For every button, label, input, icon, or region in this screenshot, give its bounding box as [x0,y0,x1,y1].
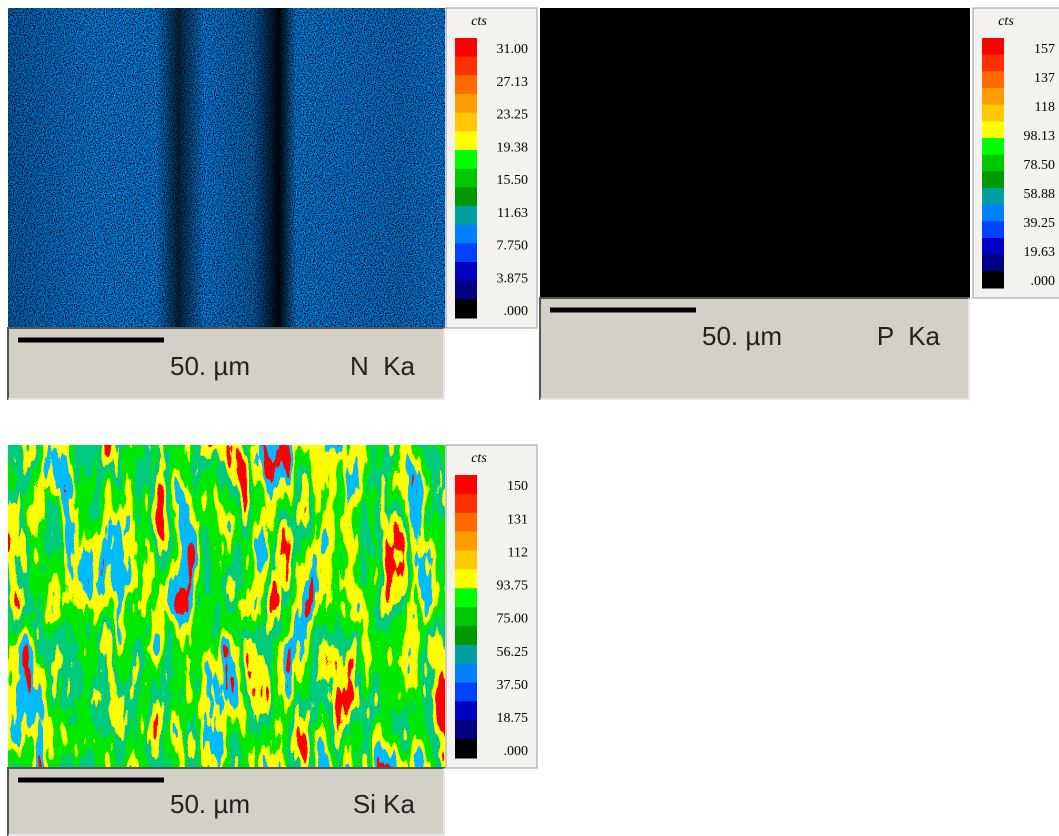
legend-label: 78.50 [1024,158,1056,173]
legend-swatch [455,588,477,608]
legend-swatch [455,280,477,300]
legend-swatch [982,121,1004,139]
legend-swatch [982,204,1004,222]
legend-unit: cts [471,451,487,466]
element-label: P Ka [877,321,941,351]
element-map [540,8,970,298]
legend-label: 56.25 [497,645,529,660]
legend-label: 19.38 [497,140,529,155]
legend-swatch [982,104,1004,122]
legend-swatch [455,38,477,58]
legend-swatch [455,206,477,226]
legend-label: 98.13 [1024,129,1056,144]
legend-label: 58.88 [1024,187,1056,202]
caption-bevel [8,328,445,400]
legend-swatch [455,701,477,721]
legend-label: 137 [1034,71,1055,86]
legend-swatch [455,187,477,207]
map-panel: 50. µm Si Ka cts 150 131 112 93.75 75.00 56.25 37… [7,444,538,836]
legend-unit: cts [471,14,487,29]
legend-swatch [455,550,477,570]
legend-swatch [982,38,1004,56]
legend-label: .000 [504,744,529,759]
legend-swatch [455,663,477,684]
legend-swatch [455,168,477,188]
legend-swatch [455,262,477,282]
legend-label: 93.75 [497,579,529,594]
element-label: Si Ka [353,789,416,819]
map-panel: 50. µm P Ka cts 157 137 118 98.13 78.50 58.88 39.… [539,7,1059,400]
legend-swatch [455,569,477,589]
legend-unit: cts [998,14,1014,29]
legend-label: 157 [1034,42,1055,57]
legend-label: .000 [504,304,529,319]
legend-label: 7.750 [497,239,529,254]
legend-label: 39.25 [1024,216,1056,231]
legend-swatch [982,138,1004,156]
legend-label: 18.75 [497,711,529,726]
legend-label: 27.13 [497,75,529,90]
scale-bar-label: 50. µm [170,351,250,381]
legend-swatch [982,154,1004,172]
legend-label: 118 [1035,100,1055,115]
legend-swatch [982,54,1004,72]
legend-label: 150 [507,479,528,494]
legend-swatch [455,131,477,151]
legend-swatch [455,682,477,702]
legend-swatch [455,607,477,627]
legend-label: 112 [508,545,528,560]
legend-swatch [455,299,477,319]
caption-bar [540,298,970,400]
legend-swatch [982,188,1004,206]
legend-swatch [982,71,1004,89]
legend-swatch [455,531,477,551]
legend-swatch [455,150,477,170]
legend-swatch [982,171,1004,189]
legend-swatch [455,739,477,759]
caption-bevel [8,768,445,836]
map-shade [8,8,445,328]
legend-label: 37.50 [497,678,529,693]
legend-swatch [982,238,1004,256]
legend-swatch [455,475,477,495]
legend-swatch [455,493,477,514]
legend-label: 23.25 [497,108,529,123]
legend-swatch [982,221,1004,239]
legend-swatch [455,644,477,665]
legend-swatch [455,75,477,95]
legend-swatch [982,88,1004,106]
caption-bevel [539,297,970,400]
caption-bevel [7,767,445,836]
legend-swatch [455,224,477,244]
caption-bevel [7,327,445,400]
legend-swatch [982,271,1004,289]
legend-swatch [455,720,477,740]
legend-swatch [982,254,1004,272]
legend-label: 31.00 [497,42,529,57]
legend-swatch [455,94,477,114]
map-panel: 50. µm N Ka cts 31.00 27.13 23.25 19.38 15.50 11… [7,7,538,400]
element-label: N Ka [350,351,416,381]
legend-swatch [455,112,477,132]
legend-swatch [455,56,477,76]
legend-label: 15.50 [497,173,529,188]
legend-swatch [455,243,477,263]
scale-bar-label: 50. µm [702,321,782,351]
legend-label: 19.63 [1024,245,1056,260]
legend-label: 3.875 [497,271,529,286]
legend-swatch [455,625,477,646]
legend-label: 75.00 [497,612,529,627]
element-map [8,445,445,768]
legend-label: 131 [507,512,528,527]
scale-bar-label: 50. µm [170,789,250,819]
legend-swatch [455,512,477,533]
legend-label: .000 [1031,274,1056,289]
legend-label: 11.63 [497,206,528,221]
caption-bevel [540,298,970,400]
